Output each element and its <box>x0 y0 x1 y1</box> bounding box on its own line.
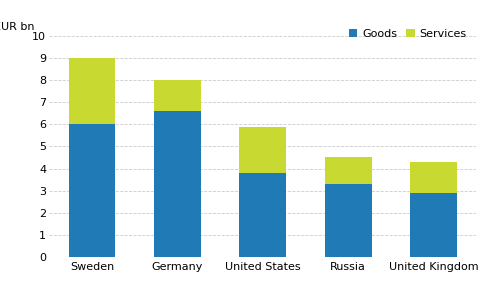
Legend: Goods, Services: Goods, Services <box>344 24 471 43</box>
Bar <box>69 124 115 257</box>
Bar <box>239 173 286 257</box>
Bar <box>325 184 372 257</box>
Bar <box>325 158 372 184</box>
Bar <box>410 162 457 193</box>
Bar <box>154 111 201 257</box>
Bar <box>69 58 115 124</box>
Text: EUR bn: EUR bn <box>0 22 34 32</box>
Bar <box>410 193 457 257</box>
Bar <box>154 80 201 111</box>
Bar <box>239 127 286 173</box>
